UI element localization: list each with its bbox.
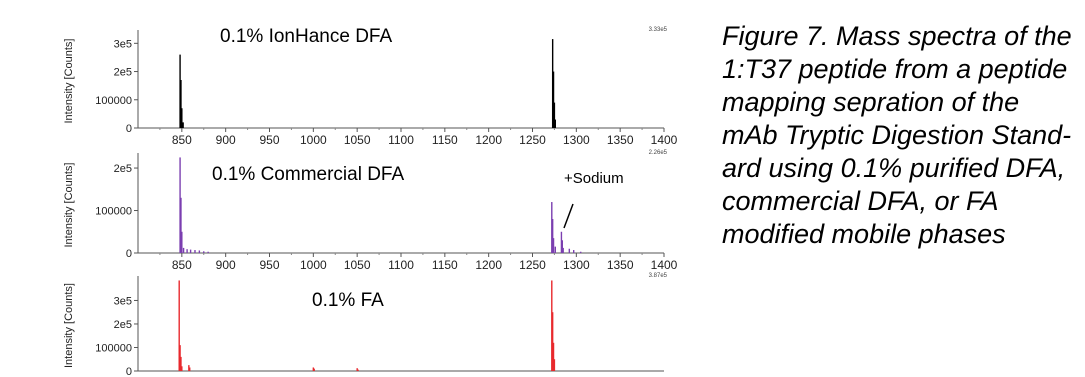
x-tick-label: 1400 xyxy=(651,133,678,147)
x-tick-label: 1150 xyxy=(432,258,458,272)
x-tick-label: 1150 xyxy=(432,133,458,147)
x-tick-label: 1000 xyxy=(300,258,327,272)
y-tick-label: 0 xyxy=(126,248,132,260)
x-tick-label: 1300 xyxy=(563,258,590,272)
y-tick-label: 2e5 xyxy=(114,67,132,79)
x-tick-label: 1050 xyxy=(344,258,371,272)
y-tick-label: 100000 xyxy=(95,95,132,107)
x-tick-label: 1200 xyxy=(475,133,502,147)
x-tick-label: 1350 xyxy=(607,133,634,147)
annotation-pointer xyxy=(563,203,574,229)
panel-title: 0.1% FA xyxy=(312,290,384,311)
x-tick-label: 1300 xyxy=(563,133,590,147)
x-tick-label: 950 xyxy=(259,258,279,272)
x-tick-label: 950 xyxy=(259,133,279,147)
y-axis-label: Intensity [Counts] xyxy=(63,39,75,124)
x-tick-label: 850 xyxy=(172,133,192,147)
x-tick-label: 900 xyxy=(216,133,236,147)
x-tick-label: 1050 xyxy=(344,133,371,147)
y-axis-label: Intensity [Counts] xyxy=(63,163,75,248)
x-tick-label: 1400 xyxy=(651,258,678,272)
max-intensity-label: 2.26e5 xyxy=(649,150,668,156)
x-tick-label: 1200 xyxy=(475,258,502,272)
x-tick-label: 1250 xyxy=(519,133,546,147)
y-tick-label: 0 xyxy=(126,123,132,135)
panel-title: 0.1% Commercial DFA xyxy=(212,164,404,185)
x-tick-label: 850 xyxy=(172,258,192,272)
sodium-annotation: +Sodium xyxy=(564,170,624,187)
x-tick-label: 1000 xyxy=(300,133,327,147)
spectrum-panel-1: 0 100000 2e5 3e5 Intensity [Counts] 850 900 950… xyxy=(63,26,678,147)
spectrum-panel-2: 0 100000 2e5 Intensity [Counts] 850 900 950 100… xyxy=(63,150,678,272)
y-axis-label: Intensity [Counts] xyxy=(63,283,75,368)
y-tick-label: 2e5 xyxy=(114,319,132,331)
x-tick-label: 1350 xyxy=(607,258,634,272)
panel-title: 0.1% IonHance DFA xyxy=(220,26,392,47)
spectrum-panel-3: 0 100000 2e5 3e5 Intensity [Counts] 0.1% FA 3.… xyxy=(63,273,668,377)
y-tick-label: 2e5 xyxy=(114,163,132,175)
x-tick-label: 1250 xyxy=(519,258,546,272)
max-intensity-label: 3.33e5 xyxy=(649,27,668,33)
x-tick-label: 1100 xyxy=(388,133,414,147)
y-tick-label: 100000 xyxy=(95,342,132,354)
y-tick-label: 3e5 xyxy=(114,295,132,307)
y-tick-label: 3e5 xyxy=(114,38,132,50)
figure-caption: Figure 7. Mass spectra of the 1:T37 pept… xyxy=(722,21,1072,249)
x-tick-label: 900 xyxy=(216,258,236,272)
y-tick-label: 100000 xyxy=(95,206,132,218)
max-intensity-label: 3.87e5 xyxy=(649,273,668,279)
x-tick-label: 1100 xyxy=(388,258,414,272)
y-tick-label: 0 xyxy=(126,366,132,377)
